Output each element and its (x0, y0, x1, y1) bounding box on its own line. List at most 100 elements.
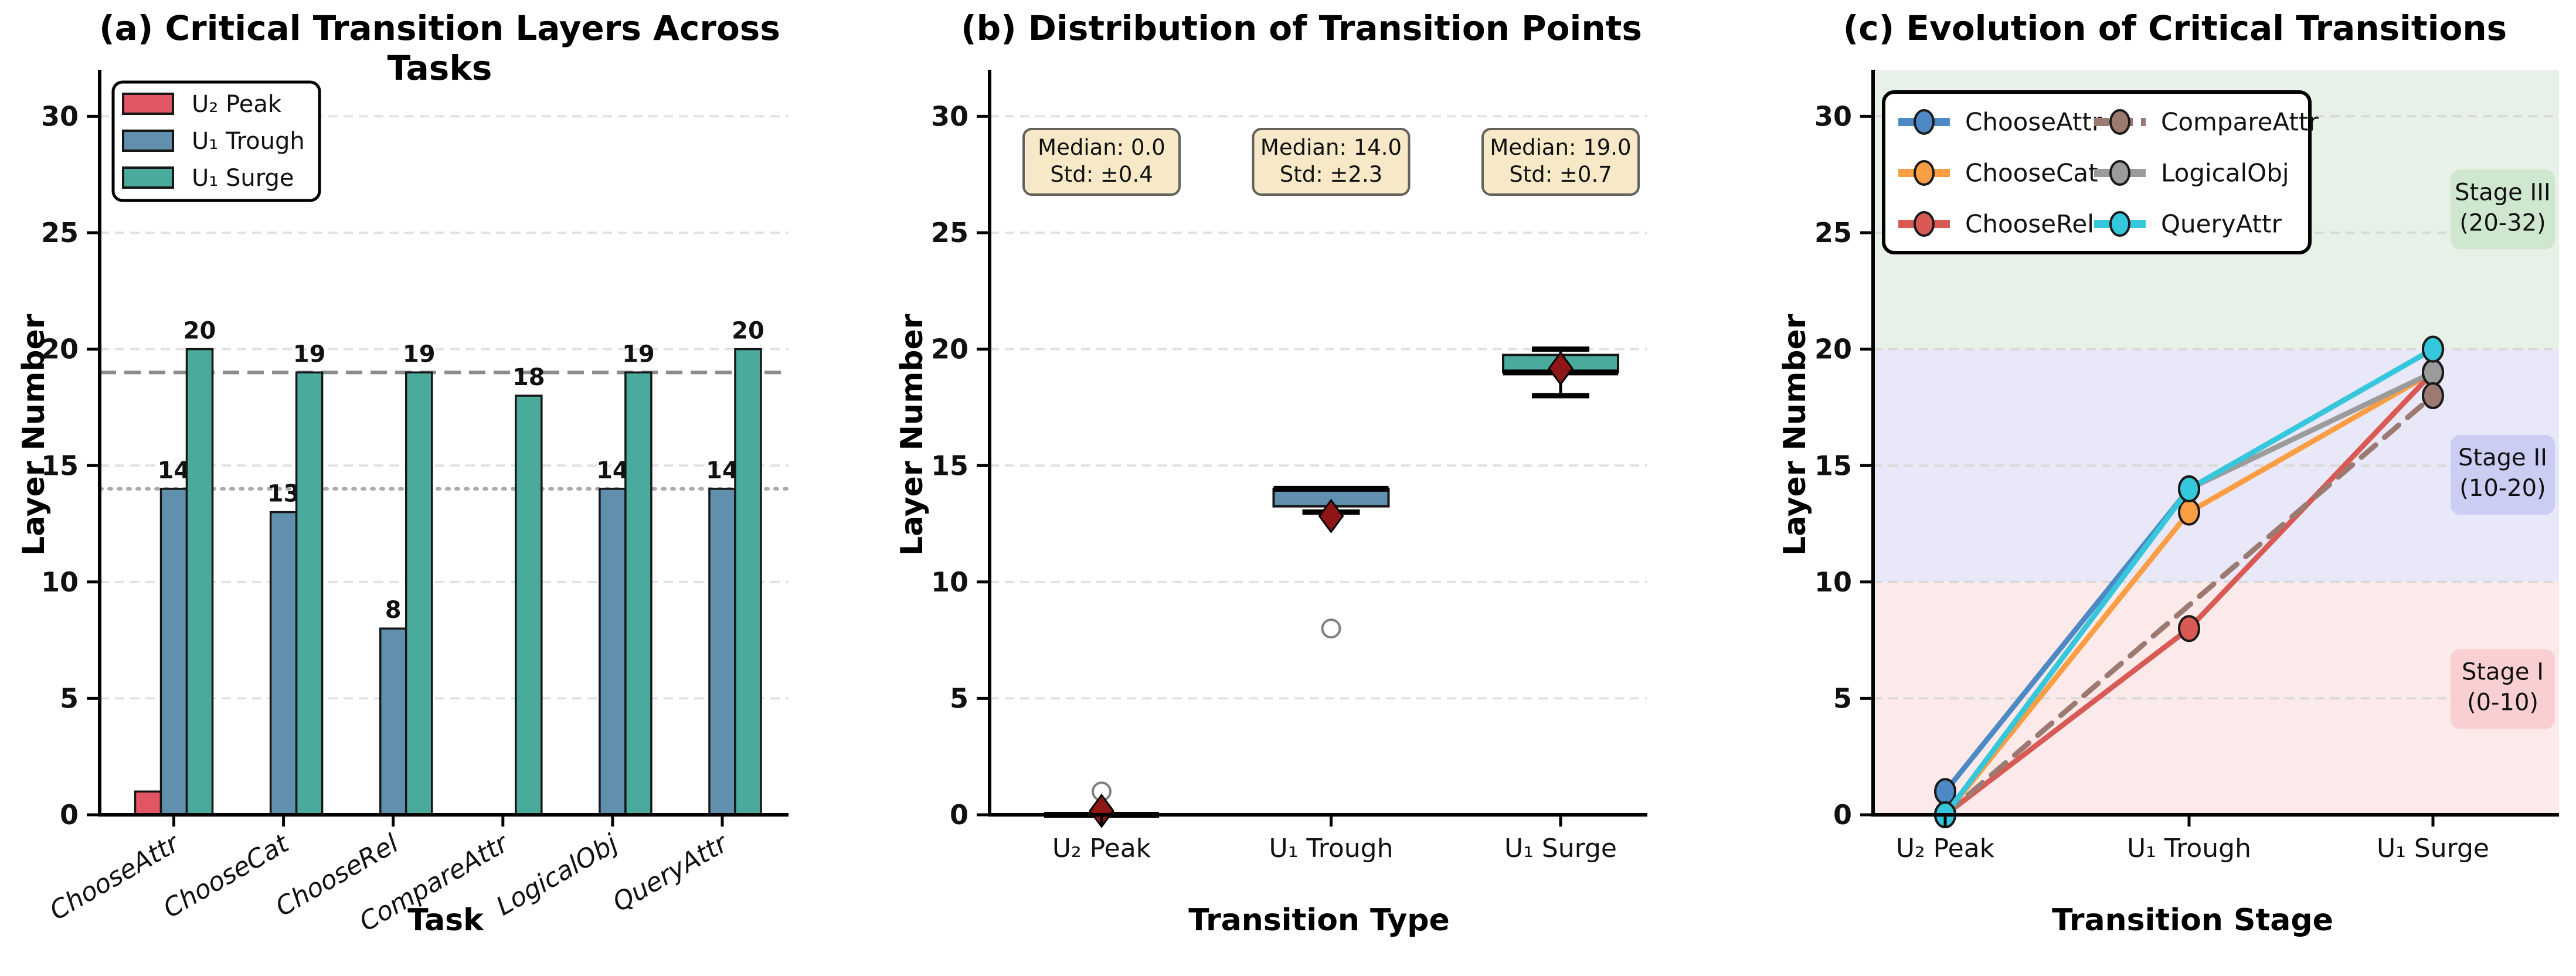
y-tick-label: 15 (1814, 450, 1852, 481)
bar (134, 790, 162, 816)
bar (599, 488, 627, 816)
stats-annotation-line: Median: 0.0 (1038, 135, 1165, 160)
x-tick-label: U₁ Trough (2127, 834, 2251, 863)
bar-value-label: 14 (596, 457, 629, 484)
data-point-marker (2422, 382, 2444, 410)
data-point-marker (2422, 335, 2444, 363)
mean-marker (1089, 793, 1114, 828)
mean-marker (1548, 351, 1574, 386)
panel-c: Stage I (0-10) Stage II (10-20) Stage III (20… (1814, 69, 2559, 863)
bar (295, 371, 324, 816)
data-point-marker (2178, 475, 2200, 502)
stats-annotation-box (1022, 128, 1181, 196)
y-tick-label: 25 (1814, 217, 1852, 249)
bar-value-label: 14 (706, 457, 739, 484)
legend-swatch (122, 130, 174, 152)
legend-swatch (122, 166, 174, 189)
data-point-marker (1934, 778, 1956, 805)
legend-label: LogicalObj (2161, 159, 2289, 188)
stats-annotation-line: Median: 14.0 (1260, 135, 1402, 160)
panel-b-boxes (1044, 346, 1619, 828)
stats-annotation-box (1252, 128, 1411, 196)
bar (734, 348, 762, 816)
stage-label-box (2451, 649, 2555, 729)
stage-label-box (2451, 435, 2555, 515)
bar (379, 627, 407, 816)
stage-label: (10-20) (2459, 475, 2546, 502)
stage-label: (20-32) (2459, 209, 2546, 236)
x-tick-label: U₁ Surge (2377, 834, 2489, 863)
legend-label: ChooseRel (1965, 210, 2094, 239)
stage-label-box (2451, 169, 2555, 250)
y-tick-label: 30 (931, 101, 968, 132)
bar-value-label: 19 (293, 341, 326, 368)
y-tick-label: 15 (931, 450, 968, 481)
stage-label: (0-10) (2467, 689, 2538, 716)
bar (515, 395, 543, 816)
panel-b-x-axis-label: Transition Type (1188, 903, 1450, 938)
legend-marker (1914, 160, 1935, 186)
panel-a-legend: U₂ Peak U₁ Trough U₁ Surge (111, 80, 321, 202)
legend-marker (1914, 211, 1935, 237)
mean-marker (1318, 498, 1344, 533)
outlier-point (1321, 618, 1341, 639)
y-tick-label: 20 (41, 334, 79, 365)
y-tick-label: 25 (931, 217, 968, 249)
legend-label: U₂ Peak (192, 91, 282, 118)
legend-swatch (122, 93, 174, 115)
y-tick-label: 10 (41, 566, 79, 598)
bar-value-label: 20 (183, 318, 216, 345)
bar-value-label: 14 (158, 457, 191, 484)
stats-annotation-line: Median: 19.0 (1490, 135, 1631, 160)
bar (159, 488, 188, 816)
y-tick-label: 0 (60, 799, 79, 831)
panel-b-y-axis-label: Layer Number (895, 314, 930, 556)
bar (269, 511, 298, 816)
panel-c-title: (c) Evolution of Critical Transitions (1843, 8, 2507, 48)
y-tick-label: 20 (1814, 334, 1852, 365)
series-line (1942, 393, 2436, 818)
panel-a-title: (a) Critical Transition Layers Across Ta… (99, 8, 780, 88)
bar-value-label: 19 (622, 341, 655, 368)
legend-label: ChooseCat (1965, 159, 2098, 188)
legend-label: ChooseAttr (1965, 108, 2102, 137)
y-tick-label: 0 (950, 799, 968, 831)
bar-value-label: 19 (403, 341, 436, 368)
legend-marker (2109, 211, 2130, 237)
bar (624, 371, 653, 816)
y-tick-label: 0 (1833, 799, 1852, 831)
y-tick-label: 30 (41, 101, 79, 132)
legend-label: U₁ Surge (192, 165, 294, 192)
bar (708, 488, 736, 816)
y-tick-label: 5 (950, 683, 968, 715)
y-tick-label: 5 (60, 683, 79, 715)
panel-c-legend: ChooseAttr ChooseCat ChooseRel CompareAttr L… (1882, 90, 2319, 254)
legend-marker (2109, 109, 2130, 135)
panel-c-x-axis-label: Transition Stage (2052, 903, 2333, 938)
bar-value-label: 13 (267, 481, 300, 508)
panel-c-y-axis-label: Layer Number (1778, 314, 1813, 556)
data-point-marker (2422, 359, 2444, 386)
legend-label: CompareAttr (2161, 108, 2319, 137)
panel-a-bars: 14 13 8 14 14 20 19 19 18 19 20 (134, 318, 764, 816)
y-tick-label: 10 (1814, 566, 1852, 598)
data-point-marker (2178, 615, 2200, 642)
stats-annotation-line: Std: ±2.3 (1280, 162, 1383, 187)
panel-c-series (1934, 335, 2444, 828)
data-point-marker (2178, 498, 2200, 526)
y-tick-label: 20 (931, 334, 968, 365)
stats-annotation-line: Std: ±0.7 (1509, 162, 1612, 187)
bar (185, 348, 214, 816)
y-tick-label: 15 (41, 450, 79, 481)
legend-marker (1914, 109, 1935, 135)
y-tick-label: 5 (1833, 683, 1852, 715)
stats-annotation-box (1481, 128, 1640, 196)
bar-value-label: 20 (732, 318, 764, 345)
x-tick-label: U₂ Peak (1896, 834, 1995, 863)
legend-label: QueryAttr (2161, 210, 2282, 239)
bar-value-label: 8 (385, 597, 402, 624)
